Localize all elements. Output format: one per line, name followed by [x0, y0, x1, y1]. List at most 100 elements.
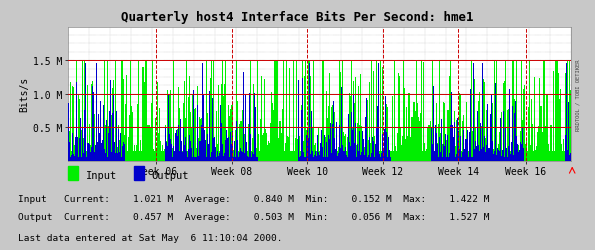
Bar [362, 148, 363, 161]
Bar [569, 62, 570, 161]
Bar [474, 149, 475, 161]
Bar [357, 144, 358, 161]
Bar [552, 151, 553, 161]
Bar [486, 146, 487, 161]
Bar [200, 142, 201, 161]
Bar [278, 140, 280, 161]
Bar [316, 151, 317, 161]
Bar [243, 149, 245, 161]
Bar [219, 153, 220, 161]
Bar [392, 96, 393, 161]
Bar [206, 158, 207, 161]
Bar [299, 137, 300, 161]
Bar [283, 151, 284, 161]
Bar [280, 134, 281, 161]
Bar [305, 62, 306, 161]
Bar [240, 122, 241, 161]
Bar [493, 154, 494, 161]
Bar [411, 137, 412, 161]
Bar [462, 153, 463, 161]
Bar [460, 136, 461, 161]
Bar [427, 128, 428, 161]
Bar [512, 62, 513, 161]
Bar [491, 95, 492, 161]
Bar [205, 141, 206, 161]
Bar [541, 132, 543, 161]
Bar [503, 83, 504, 161]
Bar [108, 126, 109, 161]
Bar [480, 128, 481, 161]
Bar [129, 115, 130, 161]
Bar [194, 110, 195, 161]
Bar [193, 94, 194, 161]
Bar [252, 138, 253, 161]
Bar [270, 124, 271, 161]
Bar [113, 80, 114, 161]
Bar [331, 107, 332, 161]
Bar [245, 107, 246, 161]
Bar [426, 154, 427, 161]
Bar [173, 146, 174, 161]
Bar [118, 126, 120, 161]
Bar [140, 141, 142, 161]
Bar [223, 156, 224, 161]
Bar [305, 158, 306, 161]
Bar [341, 87, 342, 161]
Bar [378, 102, 379, 161]
Bar [439, 137, 440, 161]
Bar [295, 138, 296, 161]
Bar [339, 126, 340, 161]
Bar [326, 142, 327, 161]
Bar [317, 136, 318, 161]
Bar [332, 106, 333, 161]
Bar [472, 132, 473, 161]
Bar [99, 134, 100, 161]
Bar [324, 136, 325, 161]
Bar [354, 104, 355, 161]
Bar [472, 158, 473, 161]
Bar [73, 155, 74, 161]
Bar [146, 151, 148, 161]
Bar [520, 131, 521, 161]
Bar [498, 144, 499, 161]
Bar [132, 113, 133, 161]
Bar [456, 120, 457, 161]
Bar [293, 151, 295, 161]
Bar [85, 128, 86, 161]
Bar [493, 149, 494, 161]
Bar [124, 136, 126, 161]
Bar [148, 126, 149, 161]
Bar [343, 132, 344, 161]
Bar [418, 122, 419, 161]
Bar [245, 94, 246, 161]
Bar [114, 142, 115, 161]
Bar [509, 90, 510, 161]
Bar [246, 151, 248, 161]
Bar [366, 134, 367, 161]
Bar [220, 105, 221, 161]
Bar [432, 145, 433, 161]
Bar [121, 62, 123, 161]
Bar [271, 93, 273, 161]
Bar [218, 156, 219, 161]
Bar [522, 120, 524, 161]
Bar [451, 146, 452, 161]
Bar [216, 111, 217, 161]
Bar [206, 62, 207, 161]
Bar [486, 110, 487, 161]
Bar [319, 156, 320, 161]
Bar [430, 147, 431, 161]
Bar [329, 74, 330, 161]
Bar [502, 151, 503, 161]
Bar [208, 151, 209, 161]
Bar [186, 151, 187, 161]
Bar [71, 156, 72, 161]
Bar [393, 155, 394, 161]
Bar [557, 158, 558, 161]
Bar [270, 144, 271, 161]
Bar [414, 102, 415, 161]
Bar [500, 118, 501, 161]
Bar [254, 151, 255, 161]
Bar [251, 151, 252, 161]
Bar [355, 124, 356, 161]
